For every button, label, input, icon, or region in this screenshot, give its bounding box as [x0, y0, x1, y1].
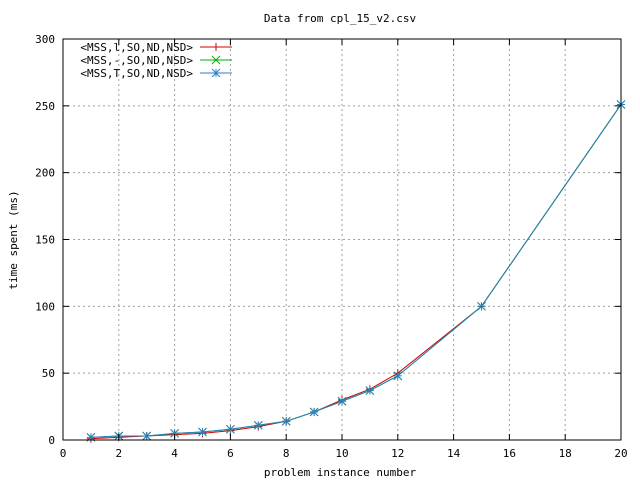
marker-stroke [170, 428, 179, 438]
series-line [90, 104, 622, 440]
series-2 [86, 100, 626, 442]
x-tick-label: 14 [447, 447, 461, 460]
x-tick-label: 4 [171, 447, 178, 460]
y-tick-label: 300 [35, 33, 55, 46]
legend-label: <MSS,-,SO,ND,NSD> [80, 54, 193, 67]
y-tick-label: 100 [35, 300, 55, 313]
x-tick-label: 0 [60, 447, 67, 460]
series-line [90, 104, 622, 438]
marker-stroke [281, 416, 291, 426]
data-point [477, 301, 486, 311]
marker-stroke [211, 55, 221, 65]
x-tick-label: 2 [115, 447, 122, 460]
marker-stroke [365, 386, 375, 395]
chart-title: Data from cpl_15_v2.csv [264, 12, 417, 25]
x-tick-label: 6 [227, 447, 234, 460]
x-tick-label: 20 [614, 447, 627, 460]
marker-stroke [309, 407, 319, 417]
marker-stroke [142, 431, 152, 441]
legend-label: <MSS,l,SO,ND,NSD> [80, 41, 193, 54]
data-point [393, 371, 403, 381]
data-point [226, 424, 235, 434]
data-point [198, 427, 207, 437]
data-point [211, 68, 221, 78]
series-layer [86, 100, 626, 443]
marker-stroke [393, 371, 403, 381]
x-tick-label: 18 [559, 447, 572, 460]
data-point [309, 407, 319, 417]
data-point [253, 420, 263, 430]
data-point [211, 55, 221, 65]
data-point [337, 396, 347, 406]
legend: <MSS,l,SO,ND,NSD><MSS,-,SO,ND,NSD><MSS,T… [80, 41, 232, 80]
x-tick-label: 16 [503, 447, 516, 460]
y-tick-label: 50 [42, 367, 55, 380]
y-tick-label: 0 [48, 434, 55, 447]
data-point [365, 386, 375, 395]
x-tick-label: 12 [391, 447, 404, 460]
grid [63, 39, 621, 440]
y-tick-label: 200 [35, 167, 55, 180]
x-axis-label: problem instance number [264, 466, 417, 479]
legend-label: <MSS,T,SO,ND,NSD> [80, 67, 193, 80]
x-tick-label: 10 [335, 447, 348, 460]
marker-stroke [226, 424, 235, 434]
y-tick-label: 150 [35, 234, 55, 247]
marker-stroke [198, 427, 207, 437]
marker-stroke [211, 68, 221, 78]
series-3 [86, 100, 626, 442]
y-tick-label: 250 [35, 100, 55, 113]
marker-stroke [253, 420, 263, 430]
marker-stroke [477, 301, 486, 311]
y-axis-label: time spent (ms) [7, 190, 20, 289]
data-point [142, 431, 152, 441]
data-point [281, 416, 291, 426]
marker-stroke [337, 396, 347, 406]
data-point [212, 43, 220, 51]
x-tick-label: 8 [283, 447, 290, 460]
series-line [90, 104, 622, 438]
series-1 [86, 100, 625, 443]
data-point [170, 428, 179, 438]
